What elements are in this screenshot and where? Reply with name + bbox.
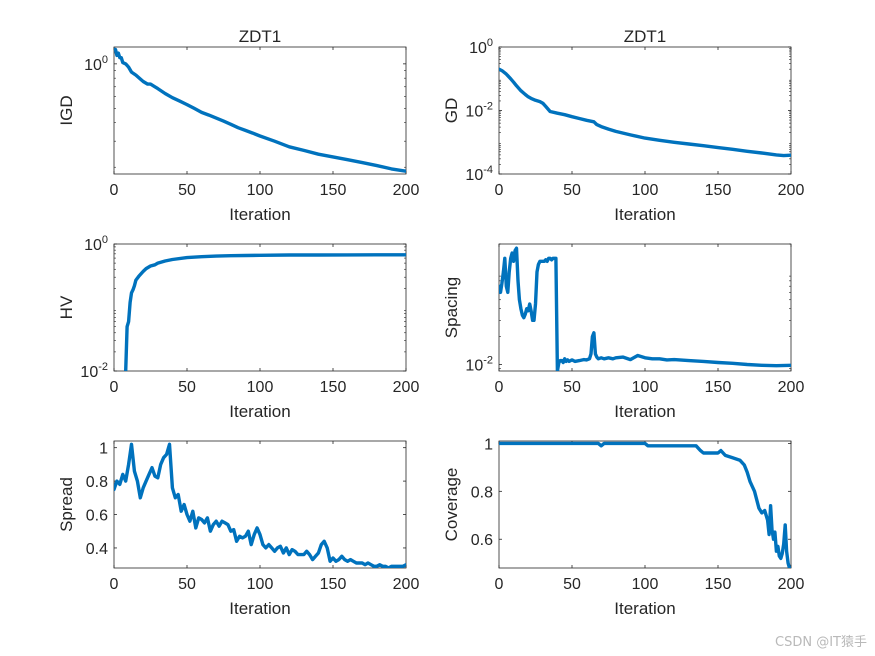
watermark: CSDN @IT猿手 — [775, 635, 867, 650]
y-tick-label: 100 — [469, 37, 493, 57]
y-tick-label: 0.6 — [471, 532, 493, 549]
axes-box — [113, 46, 407, 175]
series-line — [499, 246, 791, 371]
x-tick-label: 50 — [563, 182, 581, 199]
series-line — [499, 441, 791, 568]
x-tick-label: 100 — [247, 379, 274, 396]
subplot-6 — [498, 440, 792, 569]
axes-box — [498, 46, 792, 175]
x-axis-label: Iteration — [614, 205, 675, 224]
y-tick-label: 0.4 — [86, 541, 108, 558]
x-axis-label: Iteration — [229, 205, 290, 224]
x-tick-label: 150 — [320, 576, 347, 593]
x-tick-label: 100 — [632, 182, 659, 199]
x-tick-label: 50 — [178, 379, 196, 396]
y-tick-label: 1 — [484, 436, 493, 453]
x-tick-label: 100 — [247, 182, 274, 199]
y-tick-label: 0.8 — [86, 474, 108, 491]
y-tick-label: 0.8 — [471, 484, 493, 501]
series-line — [114, 47, 406, 173]
subplot-2 — [498, 46, 792, 175]
x-tick-label: 0 — [110, 182, 119, 199]
x-tick-label: 150 — [320, 182, 347, 199]
x-axis-label: Iteration — [229, 599, 290, 618]
x-tick-label: 0 — [110, 576, 119, 593]
y-tick-label: 10-4 — [465, 164, 493, 184]
x-tick-label: 50 — [563, 576, 581, 593]
x-tick-label: 0 — [495, 576, 504, 593]
x-tick-label: 0 — [495, 379, 504, 396]
y-axis-label: IGD — [57, 95, 76, 125]
chart-title: ZDT1 — [624, 27, 667, 46]
y-axis-label: Spacing — [442, 277, 461, 338]
series-line — [114, 442, 406, 568]
y-axis-label: Spread — [57, 477, 76, 532]
subplot-1 — [113, 46, 407, 175]
y-tick-label: 10-2 — [80, 361, 108, 381]
x-tick-label: 100 — [247, 576, 274, 593]
chart-title: ZDT1 — [239, 27, 282, 46]
x-tick-label: 150 — [320, 379, 347, 396]
x-axis-label: Iteration — [229, 402, 290, 421]
y-tick-label: 10-2 — [465, 101, 493, 121]
x-tick-label: 50 — [563, 379, 581, 396]
x-tick-label: 100 — [632, 379, 659, 396]
y-axis-label: HV — [57, 295, 76, 319]
subplot-3 — [113, 243, 407, 372]
subplot-5 — [113, 440, 407, 569]
y-tick-label: 0.6 — [86, 508, 108, 525]
y-tick-label: 100 — [84, 54, 108, 74]
x-tick-label: 200 — [778, 182, 805, 199]
x-tick-label: 200 — [393, 379, 420, 396]
x-tick-label: 200 — [393, 576, 420, 593]
series-line — [123, 253, 406, 371]
x-tick-label: 150 — [705, 379, 732, 396]
series-line — [499, 67, 791, 158]
subplot-4 — [498, 243, 792, 372]
x-tick-label: 200 — [393, 182, 420, 199]
x-tick-label: 50 — [178, 182, 196, 199]
y-axis-label: Coverage — [442, 468, 461, 542]
x-axis-label: Iteration — [614, 402, 675, 421]
x-tick-label: 0 — [495, 182, 504, 199]
y-tick-label: 10-2 — [465, 354, 493, 374]
y-tick-label: 100 — [84, 234, 108, 254]
x-tick-label: 150 — [705, 182, 732, 199]
y-axis-label: GD — [442, 98, 461, 124]
x-tick-label: 50 — [178, 576, 196, 593]
axes-box — [498, 440, 792, 569]
axes-box — [498, 243, 792, 372]
x-axis-label: Iteration — [614, 599, 675, 618]
x-tick-label: 100 — [632, 576, 659, 593]
x-tick-label: 150 — [705, 576, 732, 593]
x-tick-label: 0 — [110, 379, 119, 396]
x-tick-label: 200 — [778, 379, 805, 396]
axes-box — [113, 440, 407, 569]
y-tick-label: 1 — [99, 441, 108, 458]
x-tick-label: 200 — [778, 576, 805, 593]
